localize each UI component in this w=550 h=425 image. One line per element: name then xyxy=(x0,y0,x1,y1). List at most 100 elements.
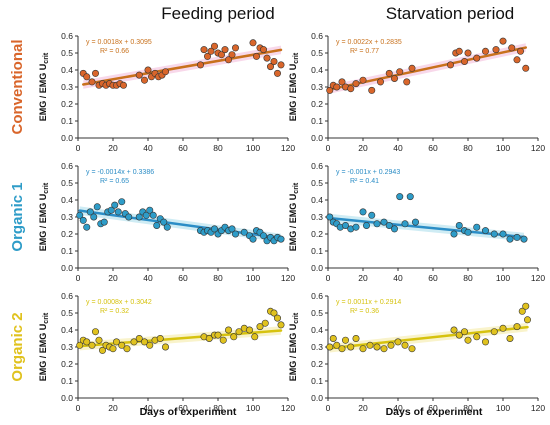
trend-equation: y = -0.001x + 0.2943 xyxy=(336,169,400,176)
x-tick-label: 80 xyxy=(213,403,223,413)
x-tick-label: 0 xyxy=(76,403,81,413)
x-tick-label: 20 xyxy=(108,143,118,153)
data-point xyxy=(163,223,171,231)
trend-line xyxy=(328,325,529,350)
data-point xyxy=(490,328,498,336)
y-tick-label: 0.3 xyxy=(311,82,323,92)
data-point xyxy=(107,206,115,214)
x-tick-label: 40 xyxy=(393,403,403,413)
y-axis-label-sub: crit xyxy=(43,182,50,194)
y-axis-label-sub: crit xyxy=(43,312,50,324)
data-point xyxy=(120,81,128,89)
x-tick-label: 80 xyxy=(463,273,473,283)
data-point xyxy=(135,213,143,221)
y-tick-label: 0.6 xyxy=(311,31,323,41)
data-point xyxy=(385,222,393,230)
data-point xyxy=(473,333,481,341)
y-axis-label: EMG / EMG Ucrit xyxy=(38,52,50,121)
data-point xyxy=(249,235,257,243)
data-point xyxy=(160,218,168,226)
data-point xyxy=(390,225,398,233)
y-axis-label-sub: crit xyxy=(293,312,300,324)
x-tick-label: 120 xyxy=(281,143,295,153)
data-point xyxy=(508,44,516,52)
data-point xyxy=(76,211,84,219)
x-axis-label-right: Days of experiment xyxy=(386,406,483,418)
data-point xyxy=(225,56,233,64)
y-tick-label: 0.5 xyxy=(61,308,73,318)
data-point xyxy=(277,235,285,243)
x-tick-label: 120 xyxy=(531,403,545,413)
data-point xyxy=(111,201,119,209)
x-tick-label: 40 xyxy=(143,143,153,153)
data-point xyxy=(144,66,152,74)
data-point xyxy=(261,319,269,327)
y-tick-label: 0.4 xyxy=(61,325,73,335)
data-point xyxy=(359,76,367,84)
data-point xyxy=(79,216,87,224)
data-point xyxy=(455,222,463,230)
data-point xyxy=(499,37,507,45)
data-point xyxy=(83,73,91,81)
x-tick-label: 20 xyxy=(108,403,118,413)
data-point xyxy=(518,307,526,315)
data-point xyxy=(113,338,121,346)
y-tick-label: 0.0 xyxy=(61,133,73,143)
x-tick-label: 120 xyxy=(281,273,295,283)
data-point xyxy=(141,76,149,84)
column-title-starvation: Starvation period xyxy=(386,4,515,23)
data-point xyxy=(396,68,404,76)
chart-panel-organic2-starvation: EMG / EMG Ucrit 0.0 0.1 0.2 0.3 0.4 0.5 0.6 0 20 4… xyxy=(288,291,545,413)
chart-panel-organic1-starvation: EMG / EMG Ucrit 0.0 0.1 0.2 0.3 0.4 0.5 0.6 0 20 4… xyxy=(288,161,545,283)
y-tick-label: 0.0 xyxy=(311,263,323,273)
column-title-feeding: Feeding period xyxy=(161,4,274,23)
y-tick-label: 0.2 xyxy=(311,359,323,369)
y-tick-label: 0.3 xyxy=(311,342,323,352)
data-point xyxy=(270,309,278,317)
data-point xyxy=(240,228,248,236)
x-tick-label: 100 xyxy=(496,143,510,153)
chart-panel-conventional-starvation: EMG / EMG Ucrit 0.0 0.1 0.2 0.3 0.4 0.5 0.6 0 20 4… xyxy=(288,31,545,153)
y-tick-label: 0.4 xyxy=(61,65,73,75)
y-axis-label: EMG / EMG Ucrit xyxy=(288,182,300,251)
data-point xyxy=(88,78,96,86)
y-tick-label: 0.2 xyxy=(61,229,73,239)
data-point xyxy=(359,208,367,216)
data-point xyxy=(125,213,133,221)
y-axis-label: EMG / EMG Ucrit xyxy=(38,182,50,251)
data-point xyxy=(93,203,101,211)
data-point xyxy=(162,343,170,351)
x-tick-label: 0 xyxy=(326,403,331,413)
x-tick-label: 0 xyxy=(76,143,81,153)
y-tick-label: 0.4 xyxy=(311,325,323,335)
x-tick-label: 80 xyxy=(463,143,473,153)
data-point xyxy=(387,341,395,349)
data-point xyxy=(473,54,481,62)
data-point xyxy=(368,86,376,94)
y-tick-label: 0.0 xyxy=(61,263,73,273)
data-point xyxy=(86,208,94,216)
y-tick-label: 0.1 xyxy=(61,116,73,126)
y-tick-label: 0.6 xyxy=(61,161,73,171)
y-axis-label-main: EMG / EMG U xyxy=(38,64,48,122)
data-point xyxy=(211,225,219,233)
data-point xyxy=(499,324,507,332)
y-tick-label: 0.4 xyxy=(311,195,323,205)
data-point xyxy=(205,334,213,342)
data-point xyxy=(253,52,261,60)
x-axis-label-left: Days of experiment xyxy=(140,406,237,418)
data-point xyxy=(464,49,472,57)
y-tick-label: 0.2 xyxy=(311,229,323,239)
data-point xyxy=(523,316,531,324)
data-point xyxy=(401,341,409,349)
x-tick-label: 60 xyxy=(428,143,438,153)
x-tick-label: 20 xyxy=(358,143,368,153)
data-point xyxy=(338,345,346,353)
data-point xyxy=(341,336,349,344)
data-point xyxy=(273,69,281,77)
r-squared: R² = 0.41 xyxy=(350,178,379,185)
y-tick-label: 0.6 xyxy=(311,161,323,171)
